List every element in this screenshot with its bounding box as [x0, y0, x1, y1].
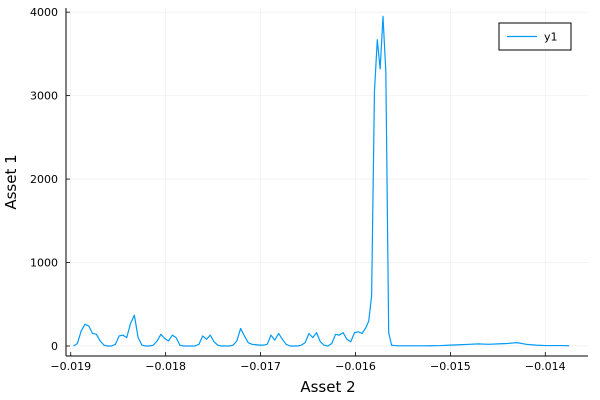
- y-tick-label: 3000: [30, 90, 58, 103]
- y-axis-title: Asset 1: [2, 154, 20, 209]
- y-tick-label: 2000: [30, 173, 58, 186]
- series-layer: [73, 15, 570, 347]
- grid: [66, 8, 588, 356]
- x-tick-label: −0.019: [50, 360, 91, 373]
- x-tick-label: −0.015: [430, 360, 471, 373]
- x-tick-label: −0.017: [240, 360, 281, 373]
- legend: y1: [498, 22, 572, 51]
- x-tick-label: −0.016: [335, 360, 376, 373]
- x-axis-title: Asset 2: [300, 378, 355, 396]
- y-tick-label: 0: [51, 340, 58, 353]
- series-line-y1: [73, 15, 570, 347]
- axes: [65, 8, 588, 357]
- y-tick-label: 4000: [30, 6, 58, 19]
- tick-labels: −0.019 −0.018 −0.017 −0.016 −0.015 −0.014 0 100…: [30, 6, 566, 373]
- legend-label-y1: y1: [544, 31, 558, 44]
- y-tick-label: 1000: [30, 257, 58, 270]
- x-tick-label: −0.018: [145, 360, 186, 373]
- x-tick-label: −0.014: [525, 360, 566, 373]
